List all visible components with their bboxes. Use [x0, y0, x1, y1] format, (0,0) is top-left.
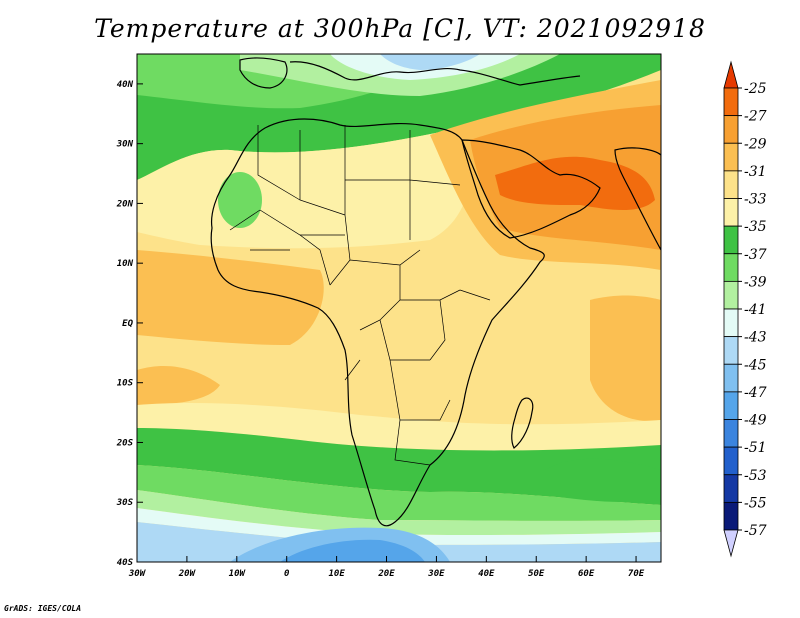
chart-title: Temperature at 300hPa [C], VT: 202109291…	[94, 14, 706, 43]
colorbar-swatch	[723, 115, 739, 144]
lat-axis: 40N 30N 20N 10N EQ 10S 20S 30S 40S	[116, 80, 143, 568]
colorbar-label: -41	[744, 302, 767, 318]
colorbar-label: -37	[744, 247, 767, 263]
colorbar-label: -53	[744, 468, 767, 484]
colorbar-swatch	[723, 446, 739, 476]
lon-tick-label: 30W	[128, 569, 147, 579]
colorbar-swatch	[723, 501, 739, 531]
lon-tick-label: 50E	[528, 569, 545, 579]
lon-tick-label: 70E	[628, 569, 645, 579]
madagascar-coastline	[511, 397, 534, 449]
lon-tick-label: 20E	[377, 569, 395, 579]
colorbar-label: -49	[744, 413, 767, 429]
colorbar-label: -51	[744, 440, 767, 456]
guinea-orange	[137, 250, 324, 345]
temperature-field	[137, 54, 661, 562]
plot-frame	[136, 53, 662, 563]
colorbar-swatch	[723, 363, 739, 393]
sahara-pale	[137, 128, 470, 249]
colorbar-swatch	[723, 87, 739, 117]
lat-tick-label: 40N	[117, 80, 134, 90]
colorbar-label: -25	[744, 81, 767, 97]
lon-tick-label: 30E	[427, 569, 445, 579]
colorbar-swatch	[723, 474, 739, 503]
lat-tick-label: 10S	[117, 379, 134, 389]
colorbar-swatch	[723, 170, 739, 199]
colorbar-label: -47	[744, 385, 767, 401]
iberia-coastline	[239, 57, 288, 89]
madagascar-green	[545, 458, 661, 503]
indian-ocean-orange	[590, 295, 661, 421]
colorbar-label: -27	[744, 109, 767, 125]
credit-text: GrADS: IGES/COLA	[4, 604, 82, 613]
colorbar-label: -29	[744, 136, 767, 152]
lat-tick-label: 10N	[117, 259, 134, 269]
africa-coastline	[210, 118, 545, 527]
colorbar-swatch	[723, 391, 739, 420]
colorbar: -25 -27 -29 -31 -33 -35 -37 -39 -41 -43 -45 -47 -49 -…	[723, 60, 767, 558]
colorbar-label: -39	[744, 274, 767, 290]
colorbar-swatch	[723, 225, 739, 255]
border-lines	[229, 125, 491, 466]
lon-tick-label: 10E	[328, 569, 345, 579]
lon-axis: 30W 20W 10W 0 10E 20E 30E 40E 50E 60E 70E	[128, 556, 645, 579]
north-blue	[380, 54, 480, 70]
south-green-band	[137, 428, 661, 505]
colorbar-swatch	[723, 419, 739, 448]
south-light-green	[137, 465, 661, 521]
india-coastline	[614, 147, 661, 251]
colorbar-label: -57	[744, 523, 767, 539]
south-pale-green	[137, 490, 661, 536]
lat-tick-label: EQ	[122, 319, 133, 329]
country-borders	[229, 125, 491, 466]
lon-tick-label: 10W	[229, 569, 247, 579]
colorbar-label: -55	[744, 495, 767, 511]
colorbar-label: -45	[744, 357, 767, 373]
arabia-coastline	[461, 139, 601, 239]
colorbar-label: -33	[744, 192, 767, 208]
west-sahara-green	[218, 172, 262, 228]
south-blue-3	[280, 539, 425, 562]
colorbar-swatch	[723, 198, 739, 227]
colorbar-label: -43	[744, 330, 767, 346]
lon-tick-label: 40E	[478, 569, 495, 579]
lon-tick-label: 60E	[578, 569, 595, 579]
south-cyan	[137, 508, 661, 545]
colorbar-swatch	[723, 253, 739, 282]
colorbar-bottom-extend	[723, 529, 739, 558]
coastlines	[210, 57, 661, 527]
colorbar-top-extend	[723, 60, 739, 89]
lat-tick-label: 30N	[116, 140, 134, 150]
lon-tick-label: 0	[284, 569, 290, 579]
lat-tick-label: 30S	[116, 498, 134, 508]
colorbar-label: -31	[744, 164, 767, 180]
lat-tick-label: 40S	[117, 558, 134, 568]
colorbar-swatch	[723, 336, 739, 365]
south-atlantic-orange	[137, 365, 220, 405]
arabia-max	[495, 156, 655, 210]
colorbar-label: -35	[744, 219, 767, 235]
lon-tick-label: 20W	[178, 569, 197, 579]
colorbar-swatch	[723, 142, 739, 172]
europe-coastline	[289, 61, 581, 86]
colorbar-swatch	[723, 280, 739, 310]
colorbar-swatch	[723, 308, 739, 338]
lat-tick-label: 20S	[116, 438, 134, 448]
lat-tick-label: 20N	[116, 199, 134, 209]
